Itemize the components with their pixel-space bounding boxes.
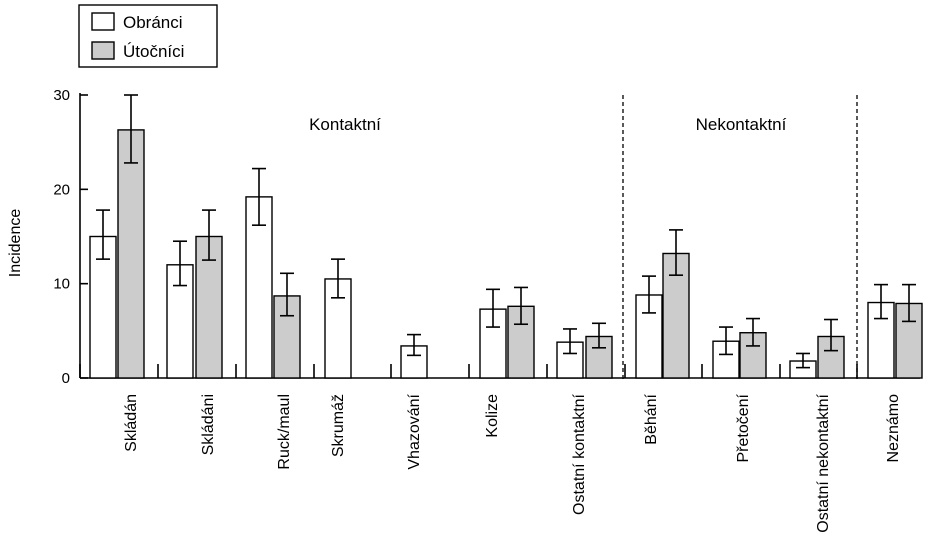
category-label: Skládáni: [200, 394, 217, 455]
bar-utocnici: [817, 335, 845, 379]
error-bar: [642, 275, 656, 314]
legend-label-obranci: Obránci: [123, 13, 183, 32]
y-axis-label: Incidence: [7, 209, 24, 278]
bar-utocnici: [117, 129, 145, 379]
legend: Obránci Útočníci: [78, 4, 218, 68]
category-label: Ruck/maul: [276, 394, 293, 470]
error-bar: [874, 283, 888, 320]
category-label: Ostatní nekontaktní: [815, 393, 832, 532]
error-bar: [824, 318, 838, 352]
bar-obranci: [245, 196, 273, 379]
y-tick-label: 30: [53, 87, 70, 104]
category-label: Ostatní kontaktní: [571, 393, 588, 515]
error-bar: [173, 240, 187, 287]
error-bars: [96, 94, 916, 369]
group-label-kontaktni: Kontaktní: [309, 115, 381, 134]
y-tick-label: 0: [62, 370, 70, 387]
category-label: Skrumáž: [330, 394, 347, 457]
error-bar: [252, 167, 266, 226]
legend-box: [78, 4, 218, 68]
bars: [89, 129, 923, 379]
error-bar: [563, 328, 577, 355]
category-label: Neznámo: [885, 394, 902, 463]
legend-label-utocnici: Útočníci: [123, 42, 184, 61]
legend-swatch-obranci: [91, 12, 115, 31]
error-bar: [124, 94, 138, 164]
category-label: Vhazování: [406, 393, 423, 469]
error-bar: [202, 209, 216, 261]
category-label: Přetočení: [735, 393, 752, 462]
error-bar: [486, 288, 500, 328]
error-bar: [902, 283, 916, 323]
category-label: Kolize: [484, 394, 501, 438]
error-bar: [592, 322, 606, 349]
error-bar: [746, 317, 760, 347]
error-bar: [514, 286, 528, 326]
error-bar: [280, 272, 294, 317]
error-bar: [331, 258, 345, 299]
group-label-nekontaktni: Nekontaktní: [696, 115, 787, 134]
category-labels: Skládán Skládáni Ruck/maul Skrumáž Vhazování…: [123, 393, 902, 532]
category-label: Běhání: [643, 393, 660, 444]
error-bar: [407, 333, 421, 357]
error-bar: [796, 352, 810, 369]
legend-swatch-utocnici: [91, 41, 115, 60]
error-bar: [96, 209, 110, 260]
y-tick-label: 20: [53, 181, 70, 198]
category-label: Skládán: [123, 394, 140, 452]
error-bar: [719, 326, 733, 356]
y-axis: 0 10 20 30: [53, 87, 88, 387]
error-bar: [669, 229, 683, 276]
y-tick-label: 10: [53, 276, 70, 293]
